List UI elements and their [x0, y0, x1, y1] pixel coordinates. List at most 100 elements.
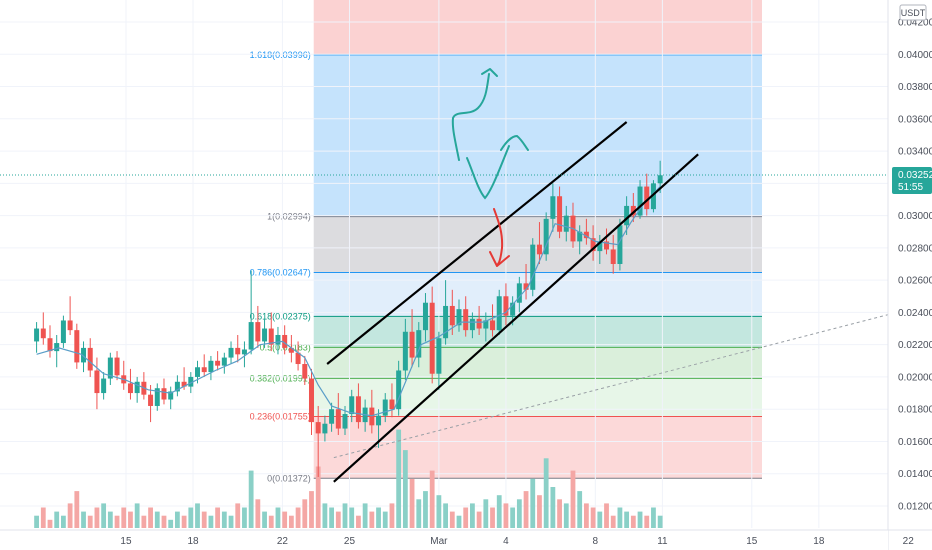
volume-bar	[483, 499, 489, 528]
volume-bar	[563, 503, 569, 528]
candle-body	[349, 396, 355, 415]
candle-body	[516, 283, 522, 303]
candle-body	[657, 175, 663, 184]
volume-bar	[161, 515, 167, 528]
candle-body	[40, 328, 46, 339]
volume-bar	[315, 466, 321, 528]
volume-bar	[128, 511, 133, 528]
candle-body	[168, 391, 174, 400]
volume-bar	[402, 450, 408, 528]
volume-bar	[503, 503, 509, 528]
volume-bar	[610, 515, 616, 528]
volume-bar	[154, 511, 160, 528]
candle-body	[644, 186, 650, 210]
candle-body	[577, 231, 583, 242]
volume-bar	[416, 499, 422, 528]
volume-bar	[476, 511, 482, 528]
channel-lower-line[interactable]	[333, 153, 699, 483]
price-tick-label: 0.04200	[898, 18, 932, 29]
candle-body	[536, 244, 542, 255]
fib-zone-extension	[313, 0, 762, 55]
candle-body	[583, 231, 589, 239]
volume-bar	[456, 515, 462, 528]
breakdown-arrow-down[interactable]	[493, 208, 504, 265]
candle-body	[429, 302, 435, 374]
breakout-arrow-up[interactable]	[451, 73, 490, 161]
time-tick-label: 11	[657, 536, 668, 547]
candle-body	[557, 196, 563, 232]
fib-level-label: 0.618(0.02375)	[250, 311, 311, 321]
channel-upper-line[interactable]	[326, 121, 628, 365]
bounce-arrow-up[interactable]	[466, 145, 510, 200]
candle-body	[275, 334, 281, 345]
candle-body	[510, 302, 516, 316]
volume-bar	[134, 503, 140, 528]
candle-body	[476, 318, 482, 329]
currency-label-box[interactable]	[899, 4, 927, 21]
volume-bar	[617, 507, 623, 528]
dashed-trend-line[interactable]	[333, 217, 932, 459]
volume-bar	[550, 487, 556, 528]
fib-level-label: 1.618(0.03996)	[250, 50, 311, 60]
candle-body	[134, 381, 140, 394]
volume-bar	[262, 511, 267, 528]
time-tick-label: 18	[813, 536, 825, 547]
candle-body	[624, 205, 630, 226]
fib-zone	[313, 316, 762, 348]
candle-body	[416, 330, 422, 358]
volume-bar	[657, 515, 663, 528]
volume-bar	[557, 499, 562, 528]
ma-line	[36, 186, 661, 417]
volume-bar	[309, 491, 314, 528]
candle-body	[262, 328, 268, 342]
price-tick-label: 0.03600	[898, 114, 932, 125]
volume-bar	[490, 507, 495, 528]
candle-body	[235, 347, 241, 355]
candle-body	[255, 322, 261, 342]
volume-bar	[496, 495, 502, 528]
volume-bar	[597, 511, 603, 528]
drawings[interactable]	[0, 68, 932, 483]
time-axis[interactable]	[0, 530, 888, 550]
candle-body	[563, 215, 569, 232]
fib-level-label: 0(0.01372)	[267, 473, 311, 483]
volume-bar	[604, 503, 609, 528]
candle-body	[543, 218, 549, 255]
volume-bar	[537, 495, 542, 528]
candle-body	[382, 399, 388, 416]
candle-body	[215, 360, 221, 366]
candle-body	[523, 283, 529, 290]
fib-zone	[313, 54, 762, 217]
candle-body	[483, 320, 489, 329]
time-tick-label: 4	[503, 536, 509, 547]
candle-body	[409, 331, 415, 358]
candle-body	[389, 399, 395, 410]
volume-bar	[114, 515, 120, 528]
candle-body	[335, 409, 341, 429]
price-tick-label: 0.02800	[898, 243, 932, 254]
arrow-head-bounce	[500, 134, 529, 151]
candlesticks	[34, 160, 663, 477]
volume-bar	[335, 511, 341, 528]
candle-body	[221, 357, 227, 366]
volume-bar	[74, 491, 80, 528]
candle-body	[456, 309, 462, 326]
time-tick-label: 22	[277, 536, 289, 547]
candle-body	[436, 338, 442, 374]
candle-body	[469, 318, 475, 331]
candle-body	[295, 352, 301, 365]
price-axis[interactable]	[888, 0, 932, 550]
fib-level-label: 0.786(0.02647)	[250, 268, 311, 278]
volume-bar	[396, 429, 402, 528]
candle-body	[208, 360, 214, 373]
candle-body	[490, 320, 496, 331]
volume-bar	[322, 503, 328, 528]
candle-body	[402, 331, 408, 371]
volume-bar	[87, 515, 93, 528]
candle-body	[369, 407, 375, 426]
candle-body	[248, 322, 254, 350]
candle-body	[329, 409, 335, 424]
time-tick-label: 25	[344, 536, 356, 547]
